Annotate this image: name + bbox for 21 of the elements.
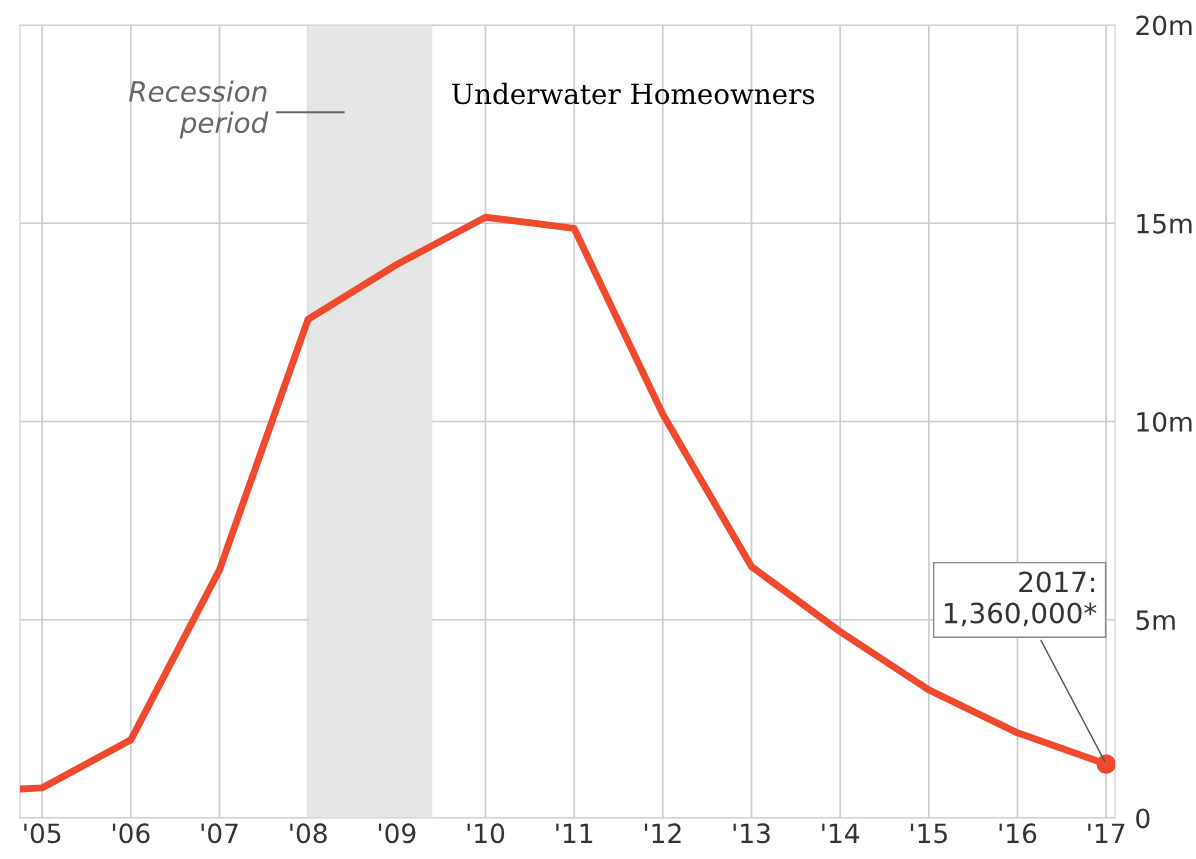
x-tick-label: '15 [910, 823, 947, 844]
x-tick-label: '08 [290, 823, 327, 844]
x-tick-label: '05 [24, 823, 61, 844]
x-tick-label: '12 [644, 823, 681, 843]
y-tick-label: 0 [1136, 808, 1150, 829]
band-label: Recession period [128, 80, 269, 139]
x-tick-label: '09 [378, 823, 416, 844]
x-tick-label: '11 [556, 823, 593, 843]
x-tick-label: '06 [112, 823, 150, 844]
x-tick-label: '07 [201, 823, 238, 844]
y-tick-label: 5m [1136, 610, 1175, 631]
x-tick-label: '10 [467, 823, 505, 844]
text: Underwater Homeowners [452, 82, 815, 105]
x-tick-label: '17 [1088, 823, 1125, 843]
y-tick-label: 20m [1136, 15, 1192, 36]
y-tick-label: 10m [1137, 411, 1192, 432]
x-tick-label: '16 [999, 823, 1037, 844]
x-tick-label: '14 [822, 823, 860, 843]
y-tick-label: 15m [1137, 214, 1192, 234]
annotation: 2017: 1,360,000* [945, 571, 1097, 627]
x-tick-label: '13 [733, 823, 770, 844]
